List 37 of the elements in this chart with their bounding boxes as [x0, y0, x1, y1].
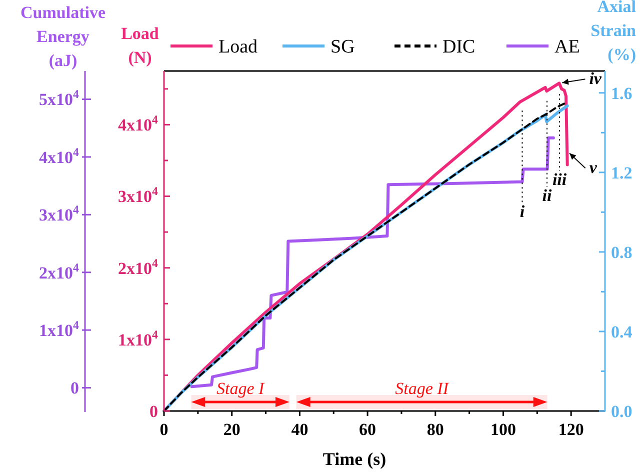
- x-tick-label: 80: [426, 420, 444, 439]
- x-tick-label: 60: [359, 420, 376, 439]
- y2-tick-label: 0.8: [611, 242, 632, 262]
- x-tick-label: 20: [223, 420, 240, 439]
- y-tick-label: 0: [150, 402, 158, 421]
- annotation: iv: [589, 69, 602, 88]
- y2-axis-title: Axial Strain (%): [590, 0, 637, 64]
- y3-tick-label: 3x10$^{4}$: [39, 202, 80, 225]
- y2-tick-label: 0.4: [611, 322, 633, 342]
- band-label: Stage I: [216, 379, 266, 398]
- ref-line-label: ii: [542, 186, 552, 205]
- y3-tick-label: 5x10$^{4}$: [39, 87, 80, 110]
- annotation: v: [589, 158, 598, 178]
- y3-axis-title: Cumulative Energy (aJ): [20, 3, 106, 70]
- y3-tick-label: 2x10$^{4}$: [39, 260, 80, 282]
- legend-label: SG: [330, 36, 356, 58]
- band-label: Stage II: [395, 379, 450, 398]
- x-tick-label: 40: [291, 420, 308, 439]
- y2-tick-label: 1.2: [611, 163, 632, 182]
- x-tick-label: 120: [558, 420, 584, 439]
- x-tick-label: 100: [490, 420, 516, 439]
- y2-tick-label: 1.6: [611, 84, 632, 103]
- legend-label: Load: [218, 36, 258, 58]
- y3-tick-label: 4x10$^{4}$: [39, 144, 80, 167]
- y-tick-label: 2x10$^{4}$: [118, 256, 158, 278]
- ref-line-label: i: [520, 202, 525, 221]
- legend-label: DIC: [442, 36, 476, 58]
- y2-tick-label: 0.0: [611, 402, 632, 421]
- y-axis-title: Load (N): [121, 24, 160, 67]
- y-tick-label: 4x10$^{4}$: [118, 112, 158, 135]
- y-tick-label: 3x10$^{4}$: [118, 184, 158, 206]
- y3-tick-label: 0: [70, 378, 79, 398]
- legend-label: AE: [554, 36, 580, 58]
- x-axis-title: Time (s): [322, 449, 386, 469]
- y3-tick-label: 1x10$^{4}$: [39, 318, 80, 340]
- y-tick-label: 1x10$^{4}$: [118, 327, 158, 350]
- ref-line-label: iii: [552, 170, 567, 189]
